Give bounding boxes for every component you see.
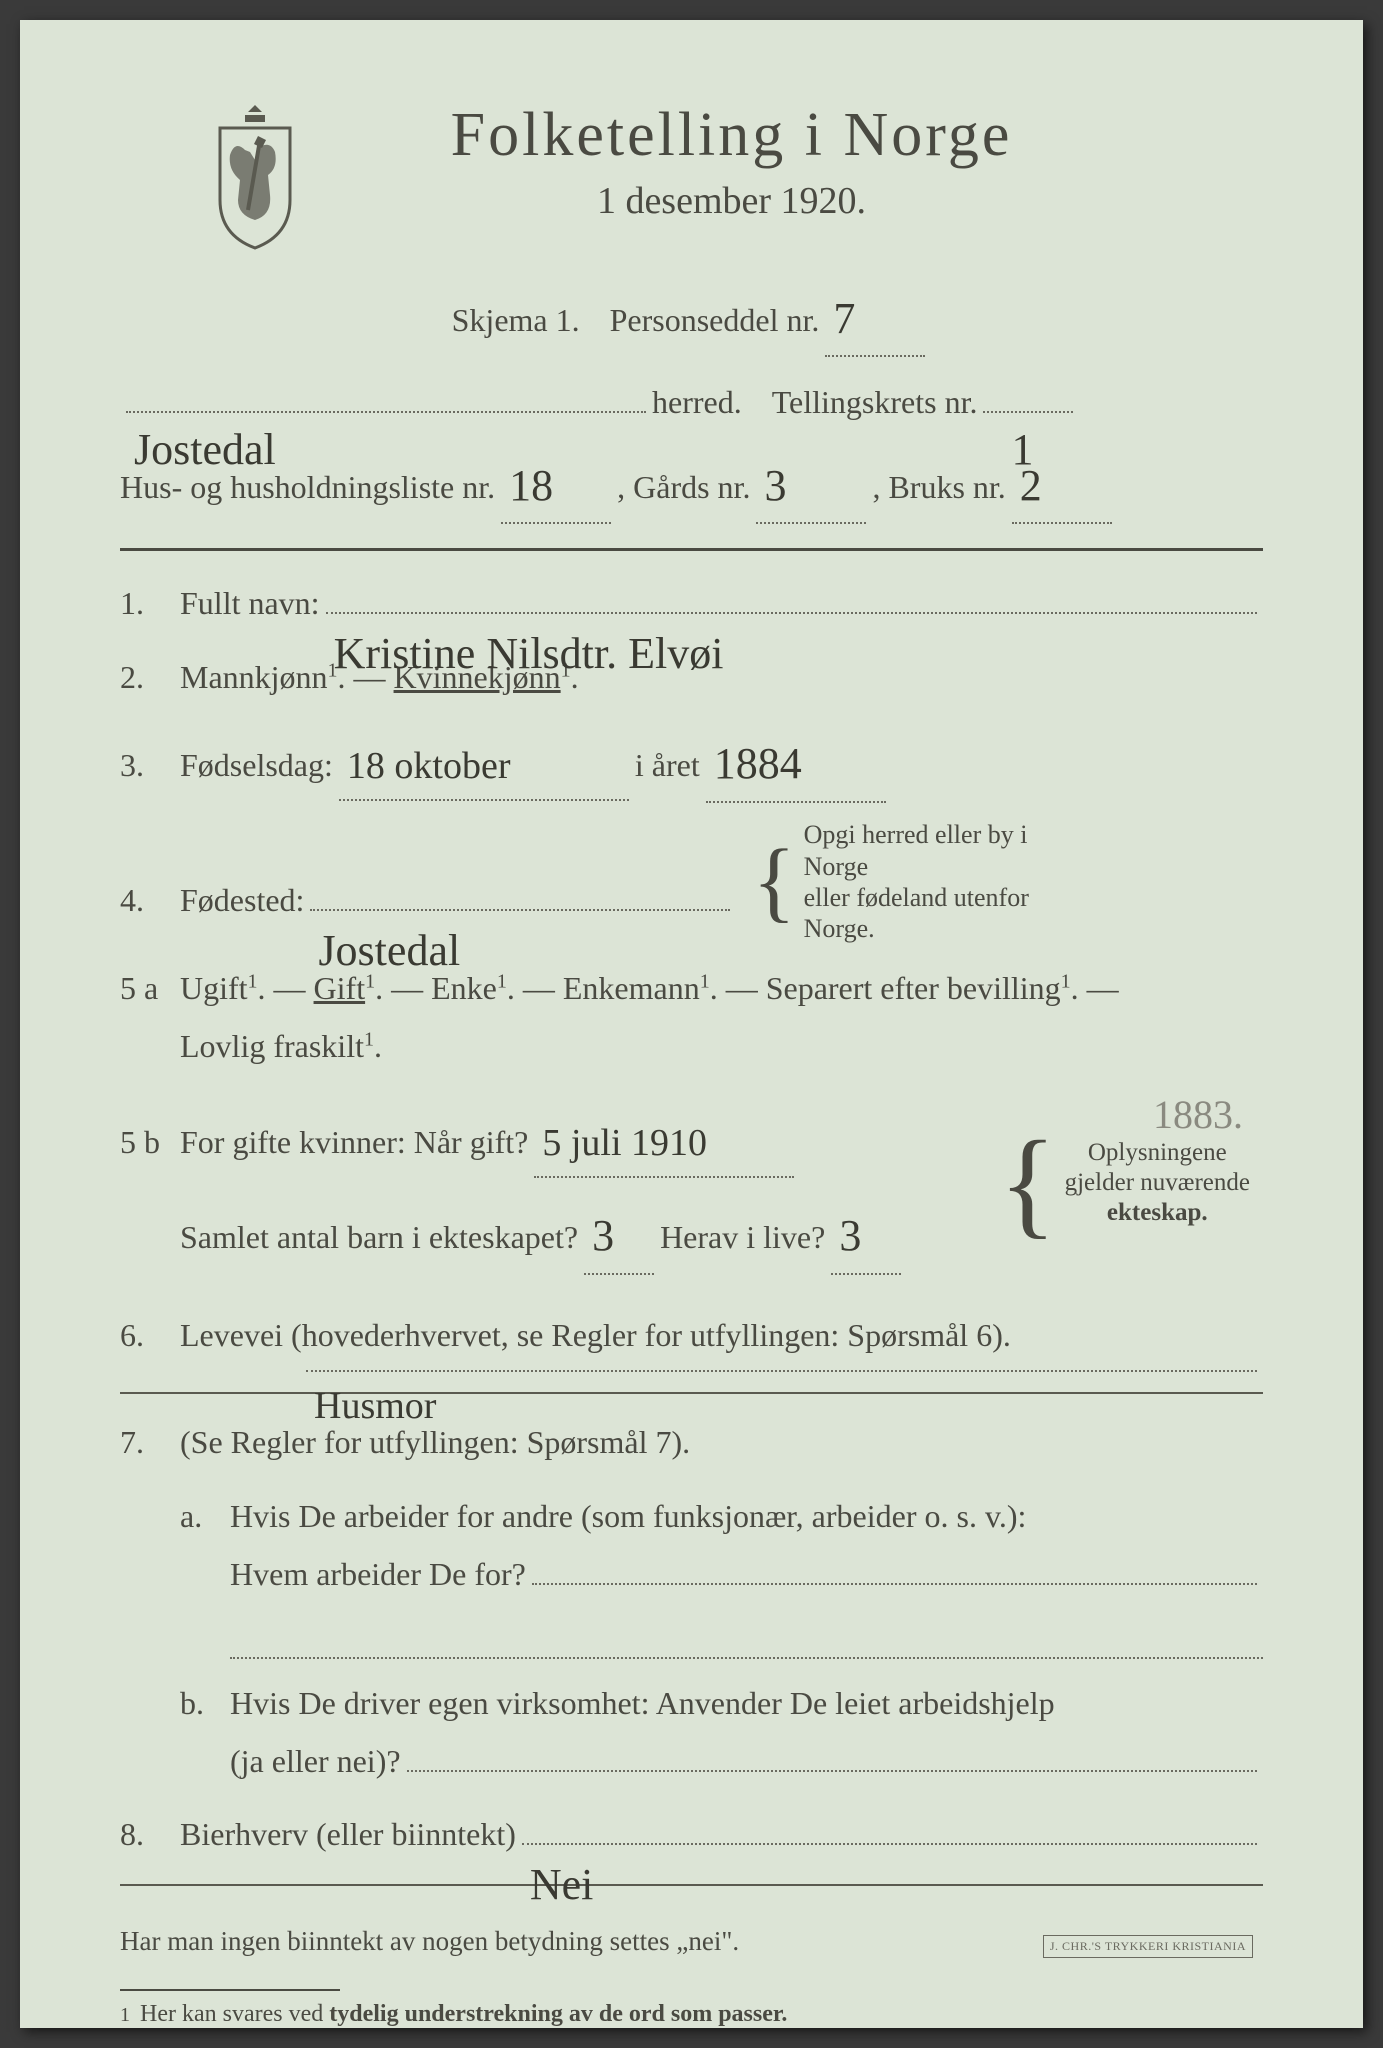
q1-num: 1.	[120, 575, 180, 633]
q5b-children: 3	[584, 1211, 622, 1260]
q4-value: Jostedal	[310, 911, 468, 913]
coat-of-arms-icon	[200, 100, 310, 250]
q4-note: { Opgi herred eller by i Norge eller fød…	[752, 819, 1083, 944]
census-form-page: Folketelling i Norge 1 desember 1920. Sk…	[20, 20, 1363, 2028]
q8-label: Bierhverv (eller biinntekt)	[180, 1806, 516, 1864]
q7b: b. Hvis De driver egen virksomhet: Anven…	[120, 1675, 1263, 1790]
q2-num: 2.	[120, 649, 180, 707]
q6-label: Levevei (hovederhvervet, se Regler for u…	[180, 1317, 1011, 1353]
subtitle: 1 desember 1920.	[340, 179, 1123, 223]
q1-row: 1. Fullt navn: Kristine Nilsdtr. Elvøi	[120, 575, 1263, 633]
q3-num: 3.	[120, 737, 180, 795]
row-skjema: Skjema 1. Personseddel nr. 7	[120, 280, 1263, 357]
personseddel-value: 7	[825, 294, 863, 343]
bruks-label: , Bruks nr.	[872, 460, 1005, 514]
q1-label: Fullt navn:	[180, 575, 320, 633]
q8-row: 8. Bierhverv (eller biinntekt) Nei	[120, 1806, 1263, 1864]
form-header: Folketelling i Norge 1 desember 1920.	[200, 100, 1263, 250]
tellingskrets-label: Tellingskrets nr.	[772, 375, 978, 429]
q5a-num: 5 a	[120, 960, 180, 1018]
q5a-row: 5 a Ugift1. — Gift1. — Enke1. — Enkemann…	[120, 960, 1263, 1075]
q7a-blank	[230, 1619, 1263, 1659]
q5b-married: 5 juli 1910	[534, 1122, 715, 1164]
row-herred: Jostedal herred. Tellingskrets nr. 1	[120, 375, 1263, 429]
gards-label: , Gårds nr.	[617, 460, 750, 514]
q7-row: 7. (Se Regler for utfyllingen: Spørsmål …	[120, 1414, 1263, 1472]
q5b-num: 5 b	[120, 1114, 180, 1172]
q4-num: 4.	[120, 872, 180, 930]
q5b-l1: For gifte kvinner: Når gift?	[180, 1114, 528, 1172]
q5b-l2b: Herav i live?	[660, 1209, 825, 1267]
q6-row: 6. Levevei (hovederhvervet, se Regler fo…	[120, 1307, 1263, 1373]
q8-value: Nei	[522, 1845, 602, 1847]
skjema-label: Skjema 1.	[452, 293, 580, 347]
q3-row: 3. Fødselsdag: 18 oktober i året 1884	[120, 722, 1263, 803]
husliste-value: 18	[501, 461, 561, 510]
tellingskrets-value: 1	[1003, 413, 1041, 415]
q7-num: 7.	[120, 1414, 180, 1472]
q4-label: Fødested:	[180, 872, 304, 930]
q2-mann: Mannkjønn	[180, 659, 328, 695]
q3-label: Fødselsdag:	[180, 737, 333, 795]
q3-year: 1884	[706, 739, 810, 788]
row-husliste: Hus- og husholdningsliste nr. 18 , Gårds…	[120, 447, 1263, 524]
personseddel-label: Personseddel nr.	[610, 293, 820, 347]
q8-num: 8.	[120, 1806, 180, 1864]
q5b-l2: Samlet antal barn i ekteskapet?	[180, 1209, 578, 1267]
herred-value: Jostedal	[126, 413, 284, 415]
herred-label: herred.	[652, 375, 742, 429]
q4-row: 4. Fødested: Jostedal { Opgi herred elle…	[120, 819, 1263, 944]
q5a-gift: Gift	[314, 970, 366, 1006]
q7a: a. Hvis De arbeider for andre (som funks…	[120, 1488, 1263, 1603]
footnote-rule	[120, 1989, 340, 1991]
q3-yearlabel: i året	[635, 737, 700, 795]
main-title: Folketelling i Norge	[340, 100, 1123, 171]
q6-value: Husmor	[306, 1372, 444, 1374]
q5b-alive: 3	[831, 1211, 869, 1260]
divider	[120, 1884, 1263, 1886]
bruks-value: 2	[1012, 461, 1050, 510]
divider	[120, 1392, 1263, 1394]
divider	[120, 548, 1263, 551]
title-block: Folketelling i Norge 1 desember 1920.	[340, 100, 1263, 223]
gards-value: 3	[756, 461, 794, 510]
q5b-row: 5 b For gifte kvinner: Når gift? 5 juli …	[120, 1091, 1263, 1291]
q3-day: 18 oktober	[339, 745, 519, 787]
q6-num: 6.	[120, 1307, 180, 1365]
printer-stamp: J. CHR.'S TRYKKERI KRISTIANIA	[1043, 1935, 1253, 1958]
footnote: 1 Her kan svares ved tydelig understrekn…	[120, 2001, 1263, 2028]
q1-value: Kristine Nilsdtr. Elvøi	[326, 614, 732, 616]
